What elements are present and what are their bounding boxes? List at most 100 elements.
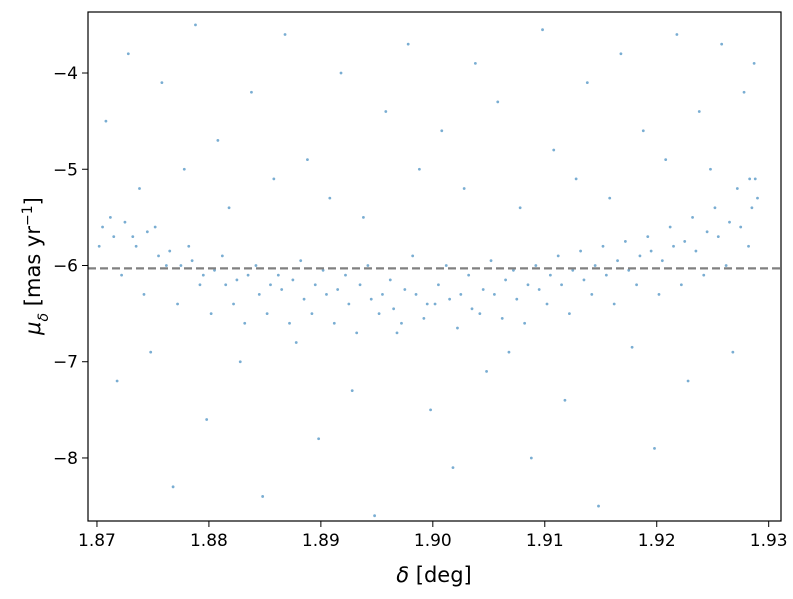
point (339, 71, 343, 75)
point (112, 235, 116, 239)
point (571, 268, 575, 272)
point (444, 264, 448, 267)
point (149, 350, 153, 354)
x-tick-label: 1.89 (302, 531, 340, 551)
point (194, 23, 197, 27)
point (697, 110, 701, 113)
point (227, 206, 231, 210)
y-label-symbol: μ (21, 321, 45, 335)
point (739, 225, 743, 229)
point (411, 254, 415, 258)
point (429, 408, 432, 412)
point (641, 129, 645, 133)
point (176, 302, 179, 306)
point (294, 341, 298, 344)
point (288, 321, 291, 325)
point (750, 206, 754, 210)
point (138, 187, 141, 190)
point (515, 297, 519, 301)
point (585, 81, 589, 85)
y-label-unit: [mas yr (21, 226, 45, 313)
point (683, 240, 687, 243)
point (747, 244, 750, 248)
point (332, 321, 336, 325)
point (216, 138, 220, 142)
point (467, 273, 471, 277)
point (694, 249, 698, 253)
point (142, 292, 146, 296)
point (448, 297, 452, 301)
point (336, 288, 340, 291)
point (160, 81, 164, 85)
point (627, 268, 631, 272)
point (462, 187, 466, 190)
point (473, 61, 477, 65)
point (548, 273, 552, 277)
axes-frame (87, 11, 782, 522)
point (325, 292, 328, 296)
point (537, 288, 541, 291)
point (691, 215, 694, 219)
point (735, 187, 739, 190)
point (748, 177, 752, 181)
point (145, 230, 149, 234)
x-axis-label: δ [deg] (396, 563, 472, 587)
point (283, 33, 287, 36)
x-label-unit: [deg] (409, 563, 472, 587)
y-tick-label: −7 (53, 353, 78, 373)
point (235, 278, 239, 282)
point (250, 90, 253, 94)
point (384, 110, 388, 113)
point (451, 466, 455, 469)
point (649, 249, 653, 253)
point (635, 283, 638, 287)
point (224, 283, 228, 287)
point (507, 350, 511, 354)
point (232, 302, 235, 306)
point (362, 215, 365, 219)
point (417, 167, 421, 171)
point (108, 215, 112, 219)
point (400, 321, 403, 325)
point (496, 100, 500, 104)
y-tick-label: −4 (53, 64, 78, 84)
point (422, 317, 426, 320)
point (752, 61, 756, 65)
point (153, 225, 157, 229)
point (306, 158, 309, 162)
point (500, 317, 504, 320)
point (265, 312, 269, 316)
point (679, 283, 683, 287)
point (705, 230, 709, 234)
point (702, 273, 706, 277)
point (355, 331, 359, 335)
point (313, 283, 317, 287)
y-tick-label: −6 (53, 256, 78, 276)
point (388, 278, 392, 282)
point (272, 177, 276, 181)
point (179, 264, 183, 267)
point (672, 244, 675, 248)
point (381, 292, 384, 296)
point (534, 264, 538, 267)
point (437, 283, 440, 287)
y-axis-label: μδ [mas yr−1] (20, 197, 52, 336)
point (369, 297, 373, 301)
plot-area (88, 23, 781, 518)
point (504, 278, 507, 282)
point (612, 302, 616, 306)
point (171, 485, 175, 489)
point (579, 249, 583, 253)
point (366, 264, 370, 267)
point (541, 28, 544, 32)
point (616, 259, 619, 263)
point (97, 244, 101, 248)
x-tick-label: 1.87 (78, 531, 116, 551)
point (328, 196, 332, 200)
point (238, 360, 242, 364)
point (456, 326, 459, 330)
point (720, 42, 724, 46)
point (157, 254, 160, 258)
point (529, 456, 533, 460)
